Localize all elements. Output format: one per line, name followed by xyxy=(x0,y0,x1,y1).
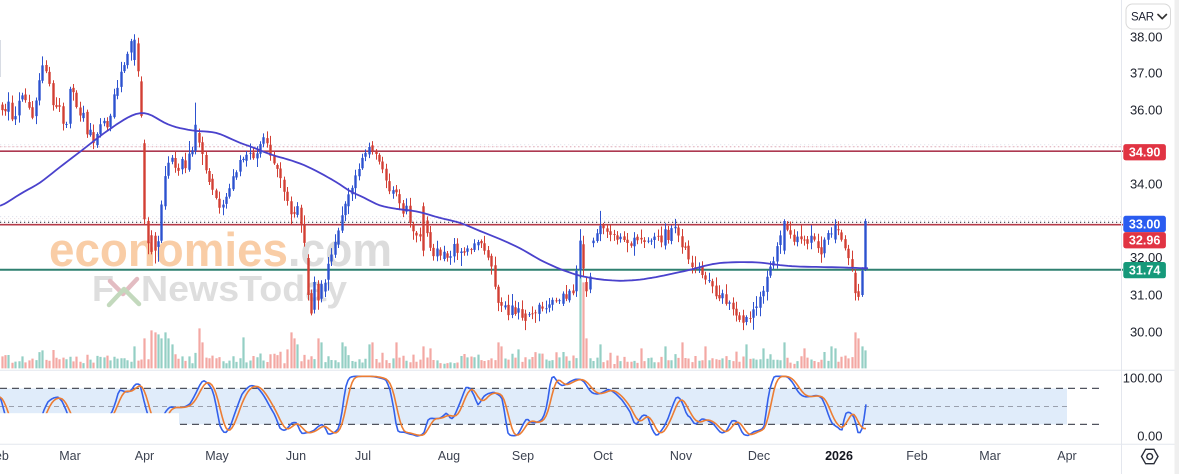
svg-text:38.00: 38.00 xyxy=(1130,30,1163,45)
svg-text:SAR: SAR xyxy=(1131,12,1154,24)
svg-text:36.00: 36.00 xyxy=(1130,103,1163,118)
svg-text:100.00: 100.00 xyxy=(1123,370,1163,385)
svg-text:32.96: 32.96 xyxy=(1129,234,1161,248)
svg-text:34.00: 34.00 xyxy=(1130,177,1163,192)
svg-text:31.74: 31.74 xyxy=(1129,264,1161,278)
svg-text:Mar: Mar xyxy=(59,449,81,463)
svg-text:0.00: 0.00 xyxy=(1137,429,1162,444)
svg-text:Jun: Jun xyxy=(286,449,306,463)
svg-text:May: May xyxy=(205,449,229,463)
svg-text:Dec: Dec xyxy=(748,449,770,463)
svg-text:Apr: Apr xyxy=(135,449,154,463)
svg-text:31.00: 31.00 xyxy=(1130,288,1163,303)
svg-text:Nov: Nov xyxy=(670,449,693,463)
svg-text:F: F xyxy=(92,268,114,309)
svg-text:Mar: Mar xyxy=(979,449,1001,463)
svg-text:37.00: 37.00 xyxy=(1130,66,1163,81)
svg-text:32.00: 32.00 xyxy=(1130,250,1163,265)
svg-text:Aug: Aug xyxy=(438,449,460,463)
svg-text:Sep: Sep xyxy=(512,449,534,463)
svg-text:30.00: 30.00 xyxy=(1130,325,1163,340)
svg-text:Oct: Oct xyxy=(593,449,613,463)
svg-text:NewsToday: NewsToday xyxy=(141,268,347,309)
svg-text:Feb: Feb xyxy=(0,449,9,463)
svg-text:33.00: 33.00 xyxy=(1129,217,1161,231)
svg-text:Feb: Feb xyxy=(906,449,928,463)
svg-text:34.90: 34.90 xyxy=(1129,146,1161,160)
svg-text:Apr: Apr xyxy=(1057,449,1076,463)
svg-text:economies: economies xyxy=(49,223,288,276)
svg-text:Jul: Jul xyxy=(355,449,371,463)
svg-text:2026: 2026 xyxy=(825,449,853,463)
